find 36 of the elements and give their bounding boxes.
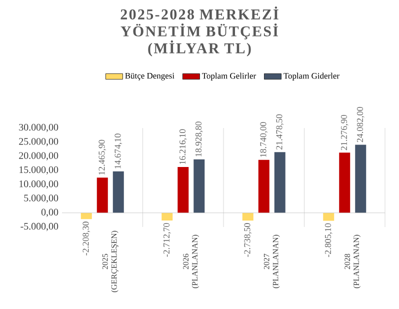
bar: [112, 171, 124, 213]
bar: [355, 144, 366, 213]
y-tick-label: -5.000,00: [20, 222, 58, 232]
legend-label: Toplam Giderler: [284, 72, 340, 80]
y-tick-label: 15.000,00: [20, 166, 58, 175]
data-label: 24.082,00: [356, 107, 364, 142]
chart-title: 2025-2028 MERKEZİ YÖNETİM BÜTÇESİ (MİLYAR TL): [120, 6, 278, 56]
y-tick-label: 0,00: [41, 208, 58, 217]
legend-label: Toplam Gelirler: [202, 72, 256, 80]
y-tick-label: 30.000,00: [19, 124, 58, 132]
bar: [162, 212, 173, 221]
bar: [339, 152, 350, 213]
data-label: 14.674,10: [114, 134, 122, 168]
bar: [258, 160, 270, 213]
data-label: -2.208,30: [82, 222, 90, 256]
y-tick-label: 25.000,00: [19, 138, 58, 146]
data-label: 21.478,50: [276, 114, 284, 150]
y-tick-label: 20.000,00: [19, 152, 58, 160]
bar: [96, 178, 108, 213]
bar: [242, 212, 254, 221]
legend-label: Bütçe Dengesi: [125, 72, 174, 80]
bar: [323, 212, 334, 221]
data-label: 18.928,80: [195, 122, 203, 156]
bar: [274, 152, 286, 213]
data-label: -2.712,70: [163, 223, 171, 257]
data-label: -2.805,10: [324, 223, 332, 258]
y-tick-label: 5.000,00: [24, 194, 58, 203]
data-label: 12.465,90: [98, 140, 106, 175]
data-label: 16.216,10: [179, 129, 187, 164]
data-label: 18.740,00: [260, 122, 268, 157]
y-tick-label: 10.000,00: [20, 180, 58, 189]
bar: [178, 166, 189, 213]
bar: [80, 212, 92, 220]
bar: [194, 159, 205, 213]
data-label: 21.276,90: [340, 114, 348, 150]
data-label: -2.738,50: [244, 223, 252, 257]
